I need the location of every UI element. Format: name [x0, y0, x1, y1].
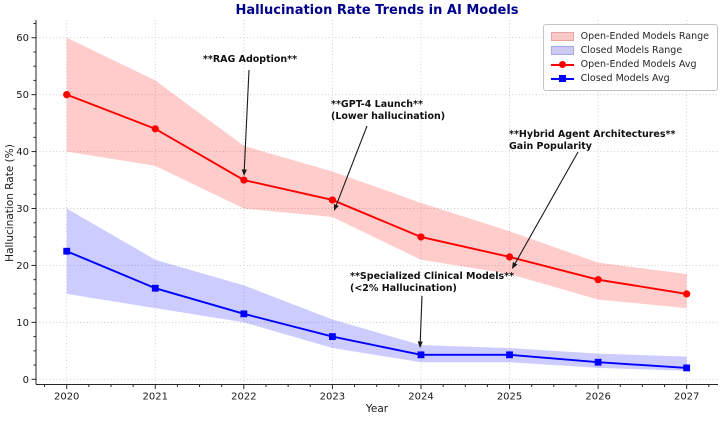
annotation-arrows	[241, 69, 579, 348]
legend-label: Closed Models Range	[580, 45, 683, 56]
band	[66, 37, 687, 309]
x-tick-label: 2020	[54, 392, 79, 403]
data-point	[240, 310, 248, 318]
open-avg-line-icon	[550, 60, 574, 69]
data-point	[328, 196, 337, 204]
x-axis-label: Year	[365, 403, 389, 415]
x-tick-label: 2022	[231, 392, 256, 403]
x-tick-label: 2023	[320, 392, 345, 403]
y-tick-label: 60	[16, 33, 29, 44]
annotation-hybrid-agents: **Hybrid Agent Architectures** Gain Popu…	[509, 129, 675, 152]
data-point	[683, 290, 691, 298]
annotation-line: (Lower hallucination)	[331, 110, 446, 122]
legend-item-open-avg: Open-Ended Models Avg	[550, 58, 709, 71]
x-tick-label: 2025	[497, 392, 522, 403]
closed-range-swatch-icon	[550, 46, 574, 55]
y-tick-label: 40	[16, 147, 29, 158]
data-point	[63, 247, 71, 255]
legend-item-open-range: Open-Ended Models Range	[550, 30, 709, 43]
y-tick-label: 0	[23, 375, 29, 386]
data-point	[594, 358, 602, 366]
avg-lines	[63, 91, 691, 372]
y-tick-label: 10	[16, 318, 29, 329]
y-tick-label: 20	[16, 261, 29, 272]
band	[66, 208, 687, 371]
legend: Open-Ended Models Range Closed Models Ra…	[542, 24, 718, 91]
data-point	[151, 125, 159, 133]
closed-avg-line-icon	[550, 74, 574, 83]
data-point	[151, 284, 159, 292]
annotation-clinical-models: **Specialized Clinical Models** (<2% Hal…	[350, 271, 514, 294]
legend-label: Closed Models Avg	[580, 73, 670, 84]
annotation-gpt4-launch: **GPT-4 Launch** (Lower hallucination)	[331, 99, 445, 122]
data-point	[240, 176, 248, 184]
y-tick-label: 50	[16, 90, 29, 101]
avg-line	[66, 93, 687, 295]
x-tick-label: 2024	[408, 392, 433, 403]
annotation-line: (<2% Hallucination)	[350, 282, 457, 294]
annotation-line: Gain Popularity	[509, 140, 592, 152]
legend-item-closed-avg: Closed Models Avg	[550, 72, 709, 85]
open-range-swatch-icon	[550, 32, 574, 41]
data-point	[329, 333, 336, 341]
data-point	[417, 233, 425, 241]
avg-line	[66, 250, 687, 369]
annotation-line: **RAG Adoption**	[202, 54, 298, 65]
y-tick-label: 30	[16, 204, 29, 215]
legend-label: Open-Ended Models Avg	[580, 59, 697, 70]
annotation-line: **GPT-4 Launch**	[331, 99, 423, 110]
data-point	[683, 364, 691, 372]
data-point	[63, 91, 71, 99]
data-point	[505, 253, 514, 261]
x-tick-label: 2021	[143, 392, 168, 403]
legend-label: Open-Ended Models Range	[580, 31, 709, 42]
x-tick-label: 2026	[585, 392, 610, 403]
annotation-rag-adoption: **RAG Adoption**	[203, 54, 297, 66]
data-point	[506, 351, 513, 359]
x-tick-label: 2027	[674, 392, 699, 403]
axes: 2020 2021 2022 2023 2024 2025 2026 2027 0 10 20 30 4…	[16, 20, 718, 403]
range-bands	[66, 37, 687, 371]
chart-title: Hallucination Rate Trends in AI Models	[235, 3, 519, 18]
annotation-line: **Specialized Clinical Models**	[350, 271, 515, 282]
annotation-line: **Hybrid Agent Architectures**	[509, 129, 676, 140]
legend-item-closed-range: Closed Models Range	[550, 44, 709, 57]
y-axis-label: Hallucination Rate (%)	[4, 144, 16, 262]
data-point	[417, 351, 425, 359]
data-point	[594, 276, 602, 284]
